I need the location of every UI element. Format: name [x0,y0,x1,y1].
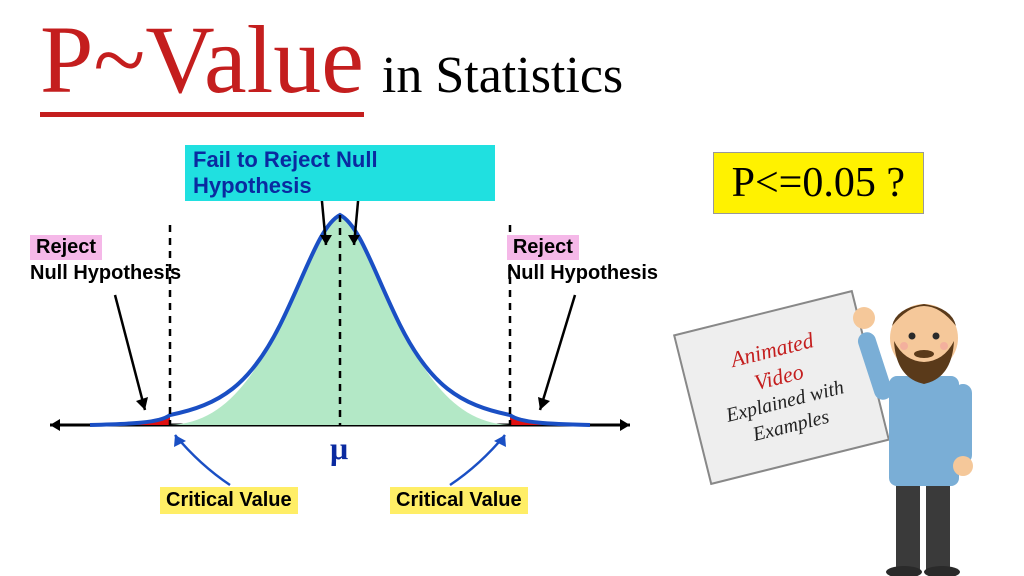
null-hypothesis-right: Null Hypothesis [507,262,658,285]
curve-svg [30,145,650,525]
person-leg-left [896,476,920,571]
null-hypothesis-left: Null Hypothesis [30,262,181,285]
fail-to-reject-label: Fail to Reject Null Hypothesis [185,145,495,201]
reject-region-left: Reject Null Hypothesis [30,235,181,285]
bell-curve-diagram: Fail to Reject Null Hypothesis Reject Nu… [30,145,650,545]
person-arm-left [856,330,895,402]
reject-region-right: Reject Null Hypothesis [507,235,658,285]
critical-value-label-right: Critical Value [390,487,528,514]
person-hand-right [953,456,973,476]
person-mustache [914,350,934,358]
formula-highlight: P<=0.05 ? [713,152,924,214]
title-row: P~Value in Statistics [40,12,623,117]
person-arm-right [954,384,972,464]
person-leg-right [926,476,950,571]
arrow-reject-right [540,295,575,410]
critical-value-label-left: Critical Value [160,487,298,514]
person-cheek-left [900,342,908,350]
crit-arrow-left [175,435,230,485]
reject-word-right: Reject [507,235,579,260]
person-hand-left [853,307,875,329]
title-suffix: in Statistics [382,46,623,105]
mu-symbol: μ [330,430,348,467]
x-axis-arrow-right [620,419,630,431]
crit-arrow-right [450,435,505,485]
person-torso [889,376,959,486]
arrow-reject-left [115,295,145,410]
person-cheek-right [940,342,948,350]
person-eye-right [933,333,940,340]
main-title: P~Value [40,12,364,117]
x-axis-arrow-left [50,419,60,431]
reject-word-left: Reject [30,235,102,260]
person-eye-left [909,333,916,340]
person-illustration [834,266,1004,576]
